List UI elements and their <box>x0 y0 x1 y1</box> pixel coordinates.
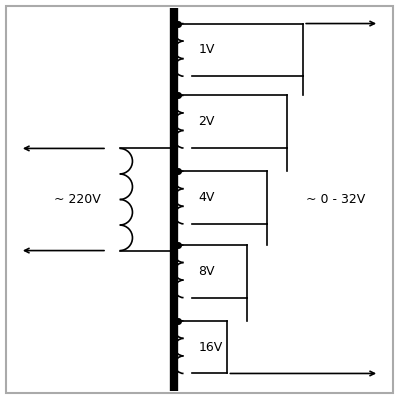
Text: 4V: 4V <box>198 191 215 204</box>
Text: ~ 220V: ~ 220V <box>54 193 101 206</box>
Text: 2V: 2V <box>198 115 215 128</box>
Text: 1V: 1V <box>198 43 215 56</box>
Text: 16V: 16V <box>198 341 223 354</box>
Text: 8V: 8V <box>198 265 215 278</box>
Text: ~ 0 - 32V: ~ 0 - 32V <box>306 193 365 206</box>
